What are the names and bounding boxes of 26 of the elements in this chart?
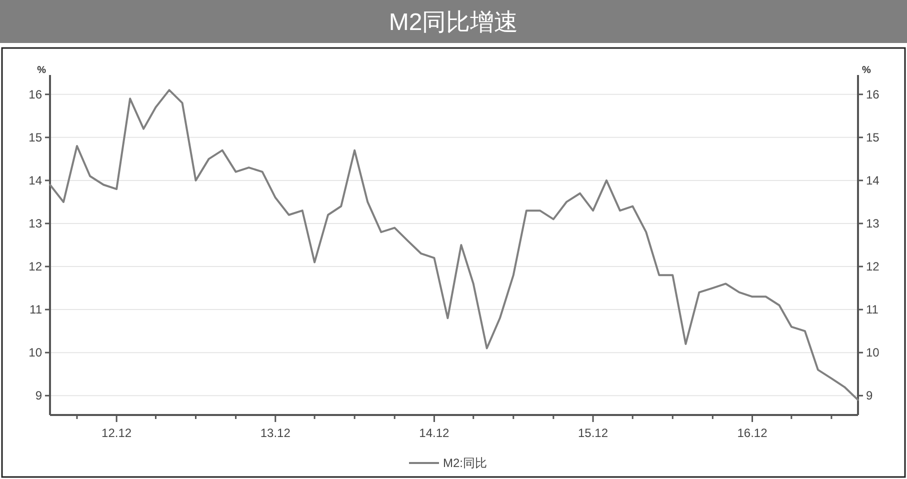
x-tick-label: 16.12 (737, 426, 768, 440)
y-tick-label: 9 (35, 388, 42, 403)
y-tick-label: 15 (28, 130, 42, 144)
y-axis-title: % (37, 65, 46, 76)
y-tick-label: 11 (30, 302, 42, 317)
x-tick-label: 15.12 (578, 426, 608, 440)
y2-tick-label: 9 (866, 388, 873, 403)
x-tick-label: 13.12 (260, 426, 291, 440)
y-tick-label: 12 (28, 260, 42, 274)
y2-axis-title: % (862, 65, 871, 76)
y2-tick-label: 16 (866, 87, 880, 102)
y2-tick-label: 15 (866, 130, 880, 144)
y-tick-label: 16 (28, 87, 42, 102)
y2-tick-label: 12 (866, 260, 880, 274)
y-tick-label: 13 (28, 216, 42, 230)
x-tick-label: 12.12 (102, 426, 132, 440)
y2-tick-label: 11 (866, 302, 879, 317)
line-series (49, 89, 859, 401)
y-tick-label: 14 (28, 173, 42, 188)
legend-label: M2:同比 (443, 456, 488, 470)
chart-title: M2同比增速 (388, 9, 518, 36)
y2-tick-label: 10 (866, 346, 880, 360)
y2-tick-label: 13 (866, 216, 880, 230)
y-tick-label: 10 (28, 346, 42, 360)
x-tick-label: 14.12 (419, 426, 450, 440)
y2-tick-label: 14 (866, 173, 880, 188)
